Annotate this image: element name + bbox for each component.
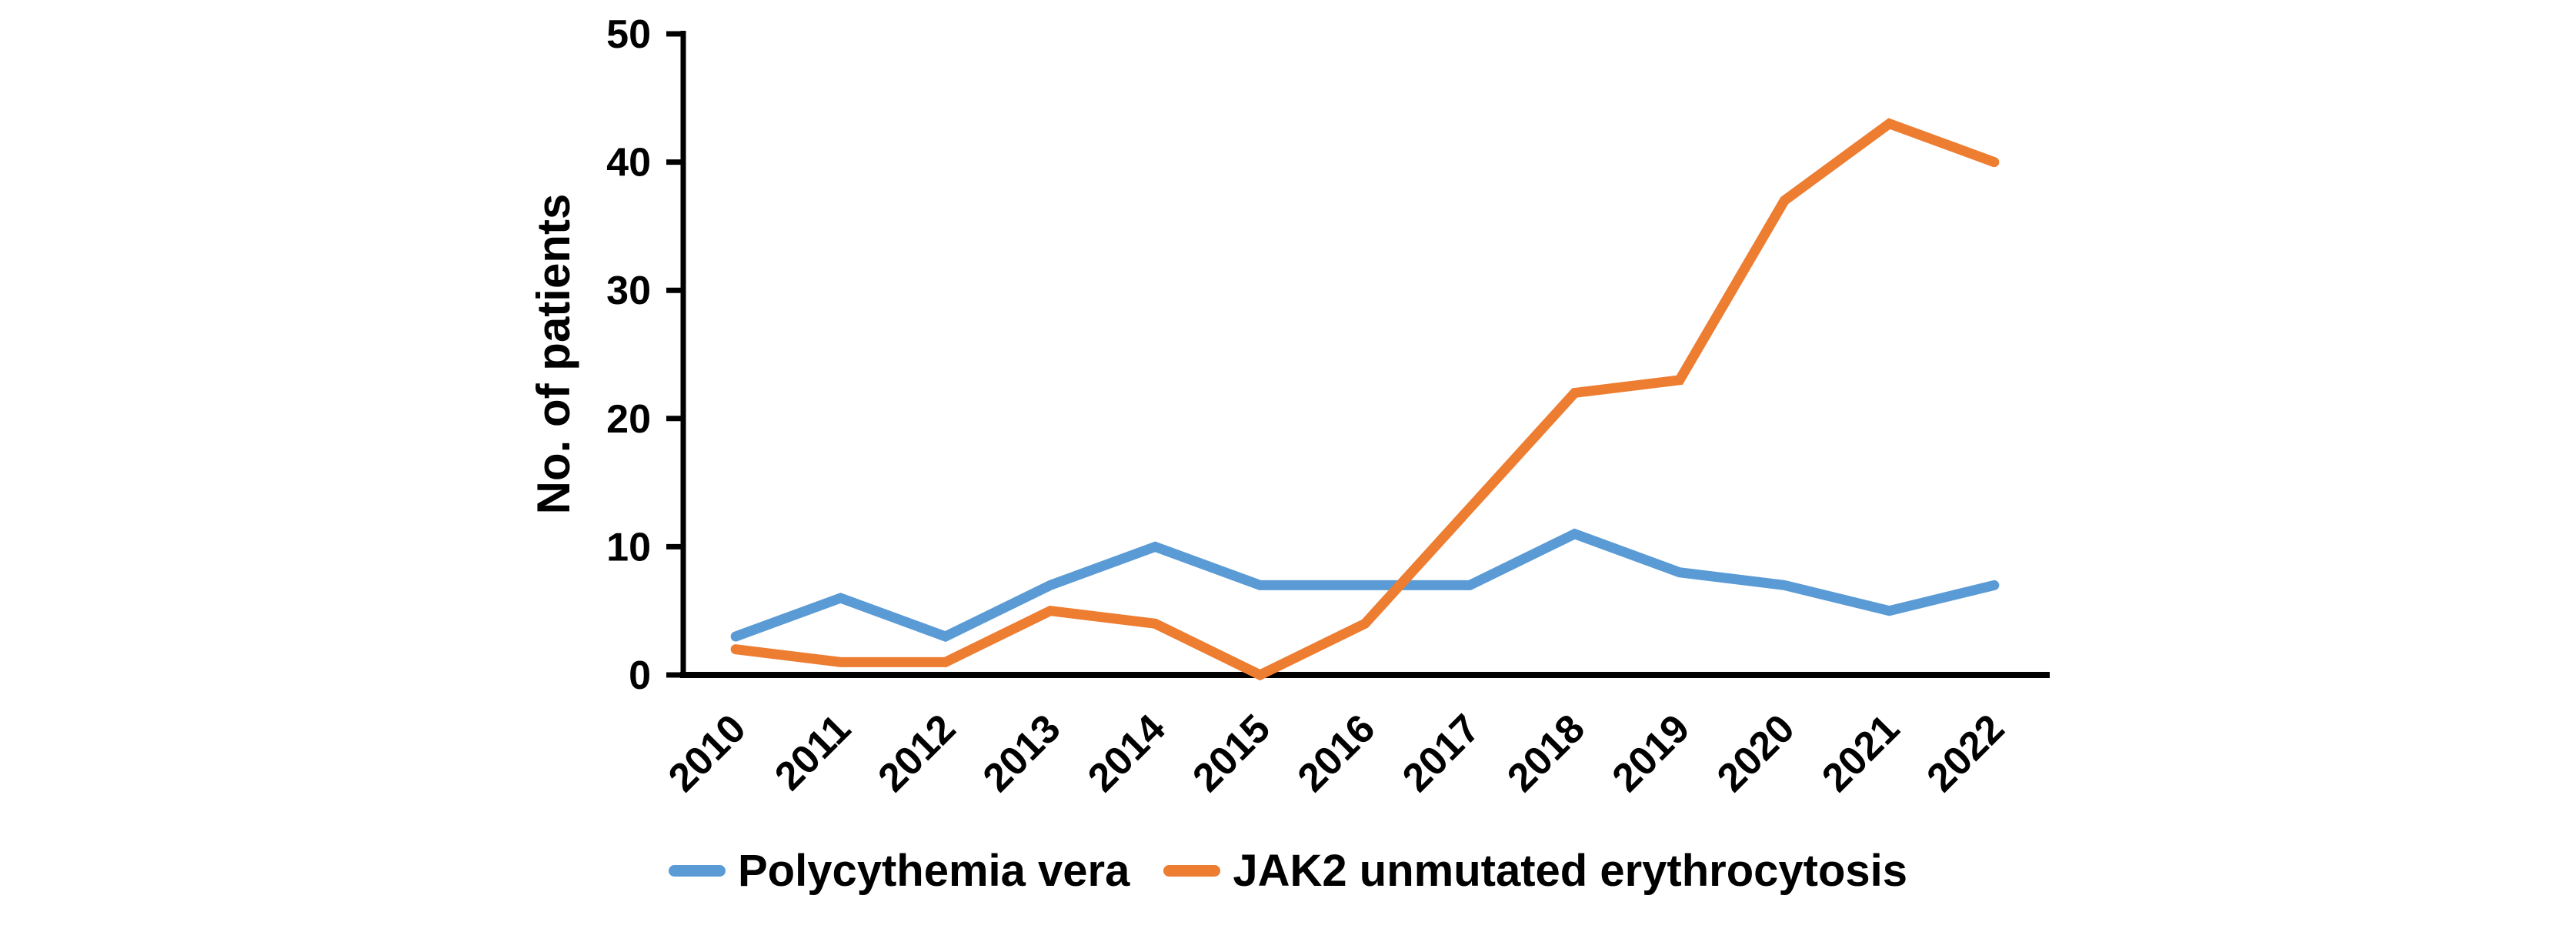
x-tick-label-2016: 2016 xyxy=(1290,706,1384,800)
x-tick-label-2018: 2018 xyxy=(1499,706,1593,800)
legend-label-polycythemia-vera: Polycythemia vera xyxy=(737,846,1130,896)
y-tick-label-50: 50 xyxy=(606,12,651,57)
y-tick-label-30: 30 xyxy=(606,269,651,313)
x-tick-label-2013: 2013 xyxy=(975,706,1069,800)
x-tick-label-2011: 2011 xyxy=(766,706,859,799)
x-tick-label-2015: 2015 xyxy=(1184,706,1279,800)
x-tick-label-2022: 2022 xyxy=(1919,706,2014,800)
legend: Polycythemia vera JAK2 unmutated erythro… xyxy=(0,845,2576,897)
x-tick-label-2017: 2017 xyxy=(1394,706,1489,800)
x-tick-label-2019: 2019 xyxy=(1604,706,1699,800)
y-tick-label-0: 0 xyxy=(629,653,651,698)
y-axis-title: No. of patients xyxy=(528,194,579,515)
y-tick-label-40: 40 xyxy=(606,141,651,185)
series-line-0 xyxy=(730,528,2000,643)
x-tick-label-2010: 2010 xyxy=(660,706,755,800)
y-tick-label-10: 10 xyxy=(606,525,651,570)
x-tick-label-2012: 2012 xyxy=(869,706,964,800)
series-line-1 xyxy=(730,118,2000,681)
legend-swatch-jak2-unmutated-erythrocytosis xyxy=(1163,865,1221,877)
legend-item-jak2-unmutated-erythrocytosis: JAK2 unmutated erythrocytosis xyxy=(1163,845,1907,897)
y-tick-label-20: 20 xyxy=(606,397,651,442)
x-tick-label-2020: 2020 xyxy=(1709,706,1804,800)
x-tick-label-2014: 2014 xyxy=(1079,706,1174,800)
x-tick-label-2021: 2021 xyxy=(1814,706,1908,800)
legend-item-polycythemia-vera: Polycythemia vera xyxy=(668,845,1130,897)
legend-swatch-polycythemia-vera xyxy=(668,865,726,877)
legend-label-jak2-unmutated-erythrocytosis: JAK2 unmutated erythrocytosis xyxy=(1233,846,1908,896)
